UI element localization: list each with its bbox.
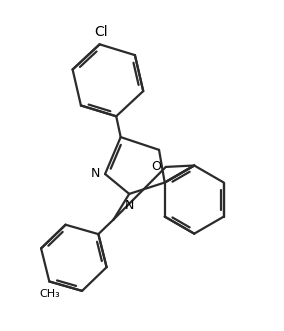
Text: N: N <box>125 199 135 212</box>
Text: N: N <box>91 167 100 180</box>
Text: O: O <box>152 161 162 173</box>
Text: CH₃: CH₃ <box>39 289 60 299</box>
Text: Cl: Cl <box>94 25 108 39</box>
